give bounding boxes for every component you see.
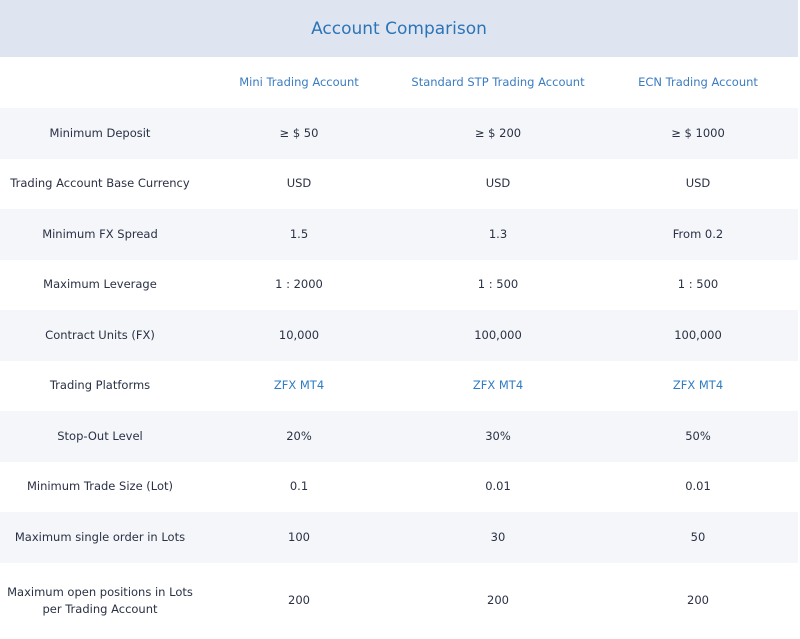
row-label: Trading Account Base Currency xyxy=(10,176,190,191)
platform-link[interactable]: ZFX MT4 xyxy=(672,378,724,393)
table-row: Stop-Out Level 20% 30% 50% xyxy=(0,411,798,462)
row-label: Stop-Out Level xyxy=(57,428,143,443)
title-bar: Account Comparison xyxy=(0,0,798,57)
table-row: Contract Units (FX) 10,000 100,000 100,000 xyxy=(0,310,798,361)
value-cell: 1 : 500 xyxy=(477,277,519,292)
row-label: Trading Platforms xyxy=(49,378,151,393)
value-cell: 1.5 xyxy=(289,226,309,241)
value-cell: ≥ $ 200 xyxy=(474,125,522,140)
value-cell: 30% xyxy=(485,428,511,443)
platform-cell: ZFX MT4 xyxy=(598,361,798,412)
page-title: Account Comparison xyxy=(311,18,487,39)
table-row: Minimum Trade Size (Lot) 0.1 0.01 0.01 xyxy=(0,462,798,513)
value-cell: 0.1 xyxy=(289,479,309,494)
value-cell: 1 : 2000 xyxy=(275,277,323,292)
value-cell: USD xyxy=(685,176,711,191)
table-row: Maximum Leverage 1 : 2000 1 : 500 1 : 500 xyxy=(0,260,798,311)
platform-cell: ZFX MT4 xyxy=(200,361,398,412)
platform-cell: ZFX MT4 xyxy=(398,361,598,412)
platform-link[interactable]: ZFX MT4 xyxy=(273,378,325,393)
row-label: Maximum Leverage xyxy=(43,277,157,292)
value-cell: 1.3 xyxy=(488,226,508,241)
value-cell: 100,000 xyxy=(674,327,722,342)
value-cell: 0.01 xyxy=(485,479,511,494)
row-label: Maximum open positions in Lots per Tradi… xyxy=(7,584,193,616)
value-cell: 1 : 500 xyxy=(677,277,719,292)
value-cell: 30 xyxy=(490,529,506,544)
value-cell: 50 xyxy=(690,529,706,544)
comparison-table: Mini Trading Account Standard STP Tradin… xyxy=(0,57,798,639)
value-cell: 50% xyxy=(685,428,711,443)
row-label: Minimum Deposit xyxy=(49,125,151,140)
table-row: Trading Account Base Currency USD USD USD xyxy=(0,159,798,210)
value-cell: 0.01 xyxy=(685,479,711,494)
table-row: Minimum FX Spread 1.5 1.3 From 0.2 xyxy=(0,209,798,260)
value-cell: 200 xyxy=(288,593,310,607)
column-header-standard-stp: Standard STP Trading Account xyxy=(411,75,585,89)
value-cell: From 0.2 xyxy=(672,226,724,241)
row-label: Minimum FX Spread xyxy=(42,226,158,241)
value-cell: USD xyxy=(485,176,511,191)
column-header-ecn: ECN Trading Account xyxy=(638,75,758,89)
value-cell: 20% xyxy=(286,428,312,443)
table-row: Maximum open positions in Lots per Tradi… xyxy=(0,563,798,639)
value-cell: USD xyxy=(286,176,312,191)
value-cell: 10,000 xyxy=(278,327,320,342)
value-cell: 100 xyxy=(288,529,310,544)
value-cell: ≥ $ 1000 xyxy=(671,125,725,140)
value-cell: 200 xyxy=(487,593,509,607)
table-row: Maximum single order in Lots 100 30 50 xyxy=(0,512,798,563)
table-row: Minimum Deposit ≥ $ 50 ≥ $ 200 ≥ $ 1000 xyxy=(0,108,798,159)
value-cell: 200 xyxy=(687,593,709,607)
row-label: Contract Units (FX) xyxy=(45,327,155,342)
value-cell: ≥ $ 50 xyxy=(279,125,319,140)
table-row: Trading Platforms ZFX MT4 ZFX MT4 ZFX MT4 xyxy=(0,361,798,412)
platform-link[interactable]: ZFX MT4 xyxy=(472,378,524,393)
value-cell: 100,000 xyxy=(474,327,522,342)
table-header-row: Mini Trading Account Standard STP Tradin… xyxy=(0,57,798,108)
column-header-empty xyxy=(0,57,200,108)
column-header-mini: Mini Trading Account xyxy=(239,75,359,89)
row-label: Minimum Trade Size (Lot) xyxy=(26,479,174,494)
row-label: Maximum single order in Lots xyxy=(14,529,186,544)
